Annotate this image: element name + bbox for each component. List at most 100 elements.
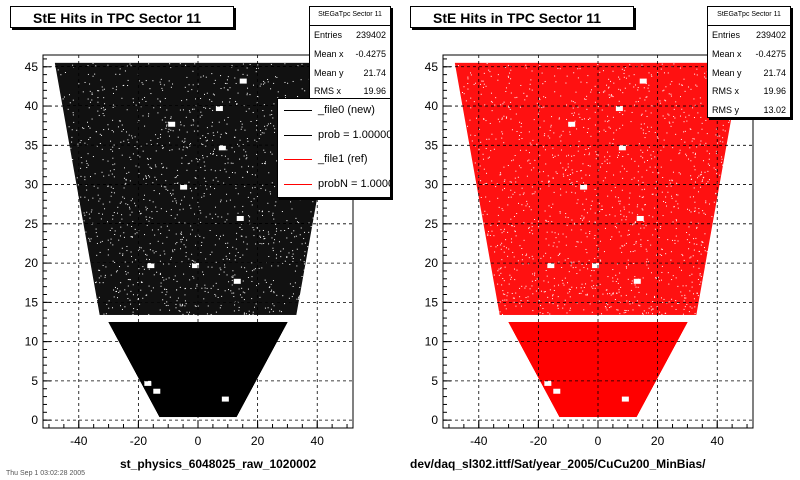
hit-gap	[260, 83, 262, 85]
hit-gap	[119, 252, 121, 254]
dead-pad	[168, 121, 176, 127]
hit-gap	[136, 309, 138, 311]
hit-gap	[585, 294, 587, 296]
hit-gap	[580, 292, 582, 294]
hit-gap	[494, 251, 496, 253]
hit-gap	[140, 289, 142, 291]
hit-gap	[490, 245, 492, 247]
hit-band-row	[79, 202, 317, 204]
hit-gap	[235, 100, 237, 102]
hit-gap	[88, 213, 90, 215]
hit-gap	[702, 210, 704, 212]
hit-gap	[110, 274, 112, 276]
hit-gap	[261, 214, 263, 216]
hit-gap	[73, 121, 75, 123]
hit-gap	[566, 312, 568, 314]
hit-gap	[284, 230, 286, 232]
hit-gap	[574, 192, 576, 194]
hit-gap	[136, 232, 138, 234]
hit-band-row	[474, 172, 722, 174]
hit-gap	[185, 146, 187, 148]
hit-gap	[606, 159, 608, 161]
hit-gap	[501, 284, 503, 286]
hit-gap	[179, 286, 181, 288]
hit-gap	[156, 271, 158, 273]
hit-gap	[205, 180, 207, 182]
hit-gap	[625, 77, 627, 79]
hit-gap	[586, 293, 588, 295]
hit-gap	[520, 122, 522, 124]
hit-gap	[192, 84, 194, 86]
hit-gap	[138, 248, 140, 250]
hit-band-row	[150, 399, 246, 402]
hit-gap	[523, 192, 525, 194]
hit-gap	[301, 243, 303, 245]
hit-gap	[263, 235, 265, 237]
hit-band-row	[80, 207, 316, 209]
hit-band-row	[496, 297, 700, 299]
y-tick-label: 0	[431, 413, 438, 427]
hit-gap	[503, 115, 505, 117]
hit-gap	[658, 280, 660, 282]
hit-gap	[651, 193, 653, 195]
hit-band-row	[98, 309, 298, 311]
hit-gap	[502, 278, 504, 280]
hit-gap	[565, 169, 567, 171]
hit-gap	[469, 119, 471, 121]
hit-gap	[169, 192, 171, 194]
hit-gap	[125, 178, 127, 180]
hit-gap	[701, 128, 703, 130]
hit-gap	[95, 232, 97, 234]
hit-gap	[630, 289, 632, 291]
hit-gap	[583, 126, 585, 128]
hit-gap	[647, 87, 649, 89]
hit-gap	[617, 154, 619, 156]
hit-gap	[504, 305, 506, 307]
hit-gap	[231, 64, 233, 66]
hit-gap	[528, 131, 530, 133]
hit-gap	[163, 84, 165, 86]
hit-band-row	[475, 178, 721, 180]
hit-gap	[641, 189, 643, 191]
hit-band-row	[467, 130, 729, 132]
hit-gap	[112, 119, 114, 121]
hit-gap	[189, 233, 191, 235]
hit-gap	[498, 206, 500, 208]
hit-gap	[91, 93, 93, 95]
hit-gap	[206, 92, 208, 94]
y-tick-label: 20	[425, 256, 439, 270]
hit-gap	[566, 155, 568, 157]
hit-gap	[645, 83, 647, 85]
hit-gap	[161, 119, 163, 121]
hit-gap	[621, 189, 623, 191]
hit-gap	[68, 94, 70, 96]
hit-gap	[523, 239, 525, 241]
hit-band-row	[490, 261, 706, 263]
hit-gap	[624, 244, 626, 246]
hit-gap	[292, 253, 294, 255]
hit-gap	[512, 297, 514, 299]
hit-gap	[609, 142, 611, 144]
hit-gap	[217, 216, 219, 218]
hit-gap	[200, 111, 202, 113]
hit-gap	[181, 238, 183, 240]
dead-pad	[236, 215, 244, 221]
hit-gap	[220, 304, 222, 306]
hit-gap	[526, 200, 528, 202]
hit-band-row	[61, 100, 335, 102]
hit-gap	[676, 220, 678, 222]
hit-gap	[587, 268, 589, 270]
hit-gap	[580, 170, 582, 172]
hit-gap	[631, 212, 633, 214]
hit-gap	[699, 283, 701, 285]
hit-gap	[640, 227, 642, 229]
hit-gap	[196, 285, 198, 287]
hit-gap	[252, 111, 254, 113]
hit-gap	[510, 218, 512, 220]
hit-gap	[295, 235, 297, 237]
hit-band-row	[141, 382, 255, 385]
hit-gap	[623, 206, 625, 208]
hit-gap	[531, 186, 533, 188]
hit-band-row	[84, 231, 312, 233]
hit-band-row	[480, 207, 716, 209]
